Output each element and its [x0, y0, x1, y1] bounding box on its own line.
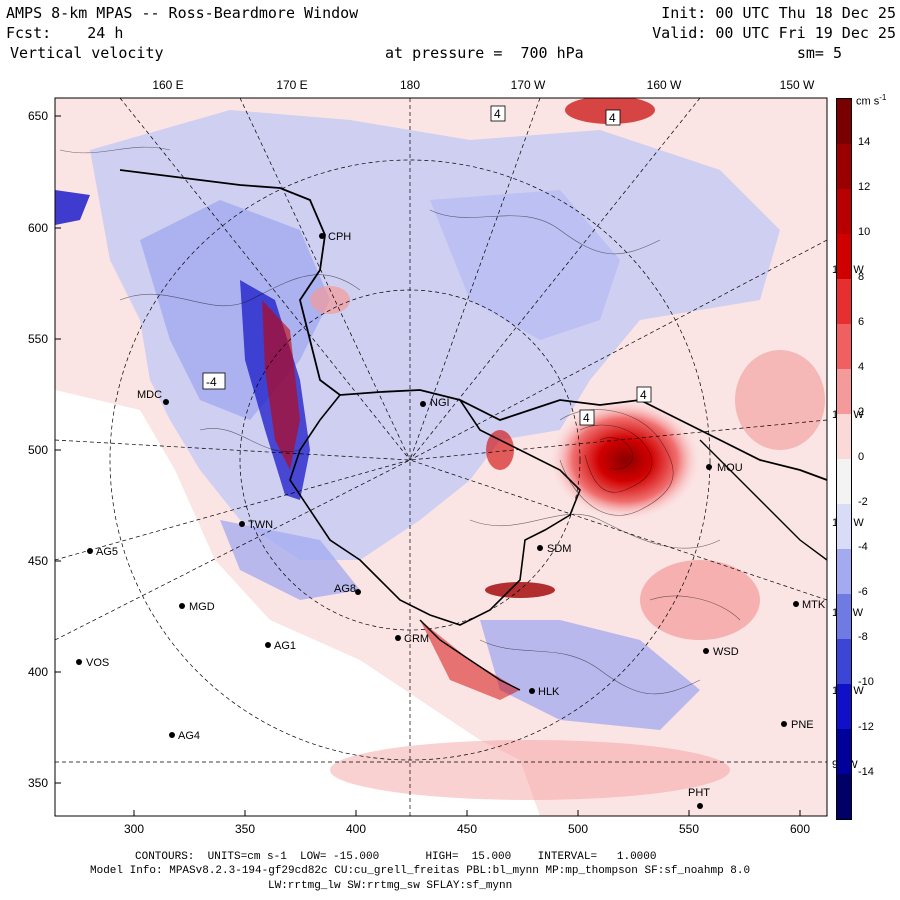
contour-label: 4 [609, 111, 616, 125]
colorbar-swatch [837, 144, 851, 189]
colorbar-label: -10 [858, 676, 874, 688]
colorbar-swatch [837, 594, 851, 639]
bottom-axis-label: 450 [456, 822, 478, 836]
contour-info: CONTOURS: UNITS=cm s-1 LOW= -15.000 HIGH… [135, 851, 657, 863]
colorbar-swatch [837, 729, 851, 774]
bottom-axis-label: 600 [789, 822, 811, 836]
top-axis-label: 180 [399, 78, 421, 92]
map-frame [54, 97, 828, 817]
station-label: AG5 [96, 546, 118, 558]
colorbar-swatch [837, 189, 851, 234]
colorbar-label: 12 [858, 181, 871, 193]
contour-label: 4 [640, 388, 647, 402]
colorbar-swatch [837, 459, 851, 504]
smoothing: sm= 5 [796, 44, 842, 62]
colorbar-swatch [837, 234, 851, 279]
station-label: TWN [248, 519, 273, 531]
bottom-axis-label: 500 [567, 822, 589, 836]
top-axis-label: 150 W [779, 78, 815, 92]
left-axis-label: 450 [27, 554, 48, 568]
station-label: PHT [688, 787, 710, 799]
colorbar-swatch [837, 504, 851, 549]
station-label: AG8 [334, 583, 356, 595]
top-axis-label: 170 E [276, 78, 308, 92]
missing-data-region [55, 390, 540, 816]
bottom-axis-label: 550 [678, 822, 700, 836]
colorbar-swatch [837, 324, 851, 369]
station-label: SDM [547, 543, 571, 555]
station-label: PNE [791, 719, 814, 731]
coastline [119, 169, 827, 481]
station-label: WSD [713, 646, 739, 658]
colorbar-label: 2 [858, 406, 865, 418]
grounding-line [289, 394, 581, 626]
colorbar-label: 0 [858, 451, 865, 463]
station-label: CPH [328, 231, 351, 243]
bottom-axis-label: 300 [123, 822, 145, 836]
valid-time: Valid: 00 UTC Fri 19 Dec 25 [652, 24, 896, 42]
forecast-hour: Fcst: 24 h [6, 24, 124, 42]
left-axis-label: 350 [27, 776, 48, 790]
station-label: NGI [430, 397, 450, 409]
station-label: MTK [802, 599, 826, 611]
init-time: Init: 00 UTC Thu 18 Dec 25 [661, 4, 896, 22]
top-axis-label: 160 E [152, 78, 184, 92]
bottom-axis-label: 400 [345, 822, 367, 836]
station-label: MGD [189, 601, 215, 613]
station-label: AG4 [178, 730, 200, 742]
colorbar-swatch [837, 369, 851, 414]
colorbar-label: -2 [858, 496, 868, 508]
colorbar-label: 10 [858, 226, 871, 238]
colorbar-swatch [837, 684, 851, 729]
station-label: MDC [137, 389, 162, 401]
station-label: HLK [538, 686, 560, 698]
field-name: Vertical velocity [10, 44, 164, 62]
colorbar-label: 4 [858, 361, 865, 373]
colorbar-label: -8 [858, 631, 868, 643]
left-axis-label: 650 [27, 109, 48, 123]
contour-label: -4 [206, 375, 217, 389]
colorbar-label: 14 [858, 136, 871, 148]
top-axis-label: 170 W [510, 78, 546, 92]
colorbar-units: cm s-1 [856, 93, 887, 108]
colorbar-swatch [837, 774, 851, 819]
colorbar-swatch [837, 279, 851, 324]
colorbar-swatch [837, 414, 851, 459]
contour-label: 4 [494, 107, 501, 121]
colorbar [836, 98, 852, 820]
left-axis-label: 550 [27, 332, 48, 346]
colorbar-swatch [837, 99, 851, 144]
station-label: VOS [86, 657, 109, 669]
pressure-level: at pressure = 700 hPa [385, 44, 584, 62]
station-label: MOU [717, 462, 743, 474]
colorbar-label: -4 [858, 541, 868, 553]
left-axis-label: 600 [27, 221, 48, 235]
model-info-physics: LW:rrtmg_lw SW:rrtmg_sw SFLAY:sf_mynn [268, 880, 513, 892]
colorbar-label: 6 [858, 316, 865, 328]
contour-label: 4 [583, 411, 590, 425]
station-label: AG1 [274, 640, 296, 652]
colorbar-label: -6 [858, 586, 868, 598]
upward-motion-region [550, 400, 700, 520]
station-label: CRM [404, 633, 429, 645]
colorbar-swatch [837, 639, 851, 684]
graticule [55, 98, 827, 816]
left-axis-label: 400 [27, 665, 48, 679]
left-axis-label: 500 [27, 443, 48, 457]
colorbar-swatch [837, 549, 851, 594]
bottom-axis-label: 350 [234, 822, 256, 836]
top-axis-label: 160 W [646, 78, 682, 92]
title: AMPS 8-km MPAS -- Ross-Beardmore Window [6, 4, 359, 22]
model-info: Model Info: MPASv8.2.3-194-gf29cd82c CU:… [90, 865, 751, 877]
colorbar-label: 8 [858, 271, 865, 283]
colorbar-label: -14 [858, 766, 874, 778]
colorbar-label: -12 [858, 721, 874, 733]
